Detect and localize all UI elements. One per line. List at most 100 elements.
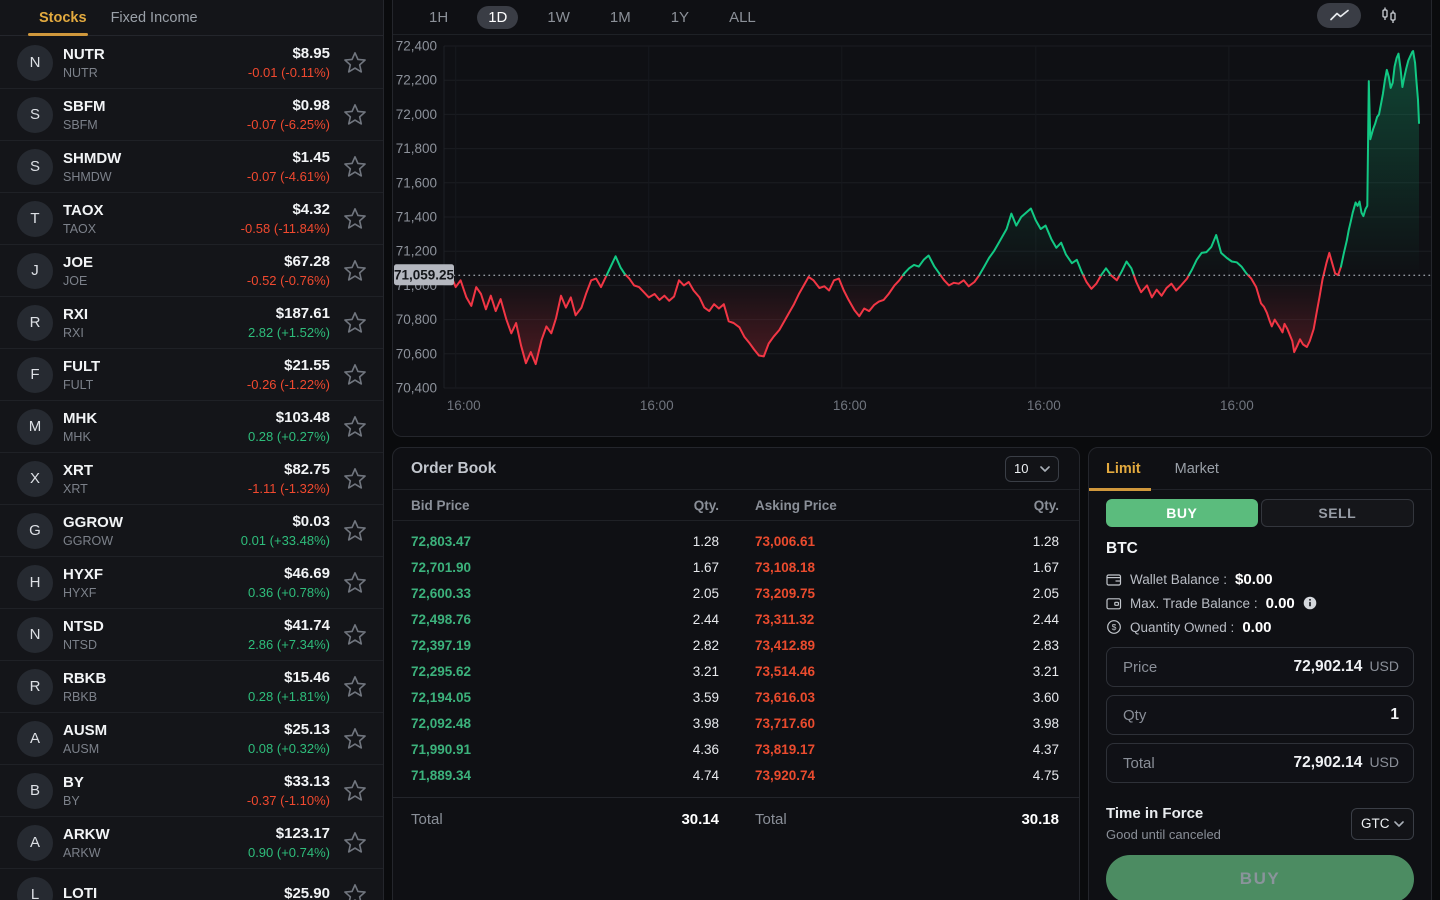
price-chart[interactable]: 72,400 72,200 72,000 71,800 71,600 71,400 71,2… [393, 36, 1432, 436]
balance-row: Wallet Balance : $0.00 [1106, 567, 1414, 591]
qty-field[interactable]: Qty 1 [1106, 695, 1414, 735]
total-field[interactable]: Total 72,902.14 USD [1106, 743, 1414, 783]
stock-row[interactable]: G GGROW GGROW $0.03 0.01 (+33.48%) [0, 505, 383, 557]
star-icon[interactable] [341, 569, 369, 597]
stock-symbol: ARKW [63, 825, 110, 843]
stock-row[interactable]: R RXI RXI $187.61 2.82 (+1.52%) [0, 297, 383, 349]
stock-row[interactable]: A ARKW ARKW $123.17 0.90 (+0.74%) [0, 817, 383, 869]
stock-price: $33.13 [284, 773, 330, 790]
star-icon[interactable] [341, 101, 369, 129]
svg-text:16:00: 16:00 [447, 398, 481, 413]
stock-row[interactable]: S SHMDW SHMDW $1.45 -0.07 (-4.61%) [0, 141, 383, 193]
bid-qty: 4.74 [692, 767, 719, 783]
stock-price: $1.45 [292, 149, 330, 166]
stock-name: BY [63, 793, 80, 808]
stock-change: -0.52 (-0.76%) [246, 273, 330, 288]
line-chart-icon[interactable] [1317, 2, 1361, 28]
stock-row[interactable]: J JOE JOE $67.28 -0.52 (-0.76%) [0, 245, 383, 297]
order-book-row[interactable]: 72,092.48 3.98 73,717.60 3.98 [393, 710, 1079, 736]
star-icon[interactable] [341, 257, 369, 285]
stock-change: -0.37 (-1.10%) [246, 793, 330, 808]
bid-price: 72,498.76 [411, 611, 472, 627]
star-icon[interactable] [341, 725, 369, 753]
range-button-1d[interactable]: 1D [477, 5, 519, 29]
stock-avatar: A [17, 824, 53, 861]
stock-row[interactable]: N NTSD NTSD $41.74 2.86 (+7.34%) [0, 609, 383, 661]
stock-row[interactable]: X XRT XRT $82.75 -1.11 (-1.32%) [0, 453, 383, 505]
bid-total-label: Total [411, 811, 443, 828]
stock-row[interactable]: B BY BY $33.13 -0.37 (-1.10%) [0, 765, 383, 817]
range-button-1w[interactable]: 1W [547, 8, 570, 26]
depth-select[interactable]: 10 [1005, 455, 1059, 482]
bid-qty: 3.98 [692, 715, 719, 731]
range-button-1m[interactable]: 1M [609, 8, 631, 26]
info-icon[interactable] [1303, 596, 1317, 610]
submit-buy-button[interactable]: BUY [1106, 855, 1414, 900]
stock-row[interactable]: F FULT FULT $21.55 -0.26 (-1.22%) [0, 349, 383, 401]
range-button-all[interactable]: ALL [729, 8, 756, 26]
tab-fixed-income[interactable]: Fixed Income [110, 9, 198, 26]
star-icon[interactable] [341, 361, 369, 389]
stock-avatar: H [17, 564, 53, 601]
stock-name: AUSM [63, 741, 100, 756]
stock-row[interactable]: R RBKB RBKB $15.46 0.28 (+1.81%) [0, 661, 383, 713]
balance-row: Max. Trade Balance : 0.00 [1106, 591, 1414, 615]
svg-text:70,400: 70,400 [396, 381, 437, 396]
balance-list: Wallet Balance : $0.00 Max. Trade Balance … [1106, 567, 1414, 639]
stock-row[interactable]: T TAOX TAOX $4.32 -0.58 (-11.84%) [0, 193, 383, 245]
stock-row[interactable]: H HYXF HYXF $46.69 0.36 (+0.78%) [0, 557, 383, 609]
tab-market[interactable]: Market [1174, 460, 1219, 477]
star-icon[interactable] [341, 777, 369, 805]
tab-stocks[interactable]: Stocks [39, 9, 87, 26]
stock-price: $15.46 [284, 669, 330, 686]
stock-row[interactable]: M MHK MHK $103.48 0.28 (+0.27%) [0, 401, 383, 453]
chevron-down-icon [1394, 820, 1404, 827]
sell-toggle-button[interactable]: SELL [1260, 499, 1414, 527]
star-icon[interactable] [341, 153, 369, 181]
price-field[interactable]: Price 72,902.14 USD [1106, 647, 1414, 687]
tab-limit[interactable]: Limit [1106, 460, 1141, 477]
star-icon[interactable] [341, 517, 369, 545]
ask-qty: 2.05 [1032, 585, 1059, 601]
stock-change: 0.01 (+33.48%) [240, 533, 330, 548]
star-icon[interactable] [341, 881, 369, 900]
order-book-row[interactable]: 72,397.19 2.82 73,412.89 2.83 [393, 632, 1079, 658]
stock-symbol: FULT [63, 357, 101, 375]
order-book-row[interactable]: 71,990.91 4.36 73,819.17 4.37 [393, 736, 1079, 762]
star-icon[interactable] [341, 621, 369, 649]
stock-change: 0.90 (+0.74%) [247, 845, 330, 860]
ask-price: 73,717.60 [755, 715, 816, 731]
stock-price: $46.69 [284, 565, 330, 582]
order-book-row[interactable]: 72,803.47 1.28 73,006.61 1.28 [393, 528, 1079, 554]
star-icon[interactable] [341, 673, 369, 701]
stock-symbol: SBFM [63, 97, 106, 115]
star-icon[interactable] [341, 465, 369, 493]
order-book-row[interactable]: 72,498.76 2.44 73,311.32 2.44 [393, 606, 1079, 632]
stock-row[interactable]: A AUSM AUSM $25.13 0.08 (+0.32%) [0, 713, 383, 765]
range-button-1y[interactable]: 1Y [670, 8, 690, 26]
stock-row[interactable]: L LOTI $25.90 [0, 869, 383, 900]
stock-change: 0.28 (+1.81%) [247, 689, 330, 704]
price-value: 72,902.14 [1293, 658, 1363, 675]
order-book-rows: 72,803.47 1.28 73,006.61 1.28 72,701.90 1.67 7… [393, 521, 1079, 788]
stock-avatar: G [17, 512, 53, 549]
star-icon[interactable] [341, 413, 369, 441]
order-book-row[interactable]: 72,701.90 1.67 73,108.18 1.67 [393, 554, 1079, 580]
buy-toggle-button[interactable]: BUY [1106, 499, 1258, 527]
order-book-row[interactable]: 72,600.33 2.05 73,209.75 2.05 [393, 580, 1079, 606]
time-in-force-select[interactable]: GTC [1351, 807, 1414, 840]
stock-row[interactable]: S SBFM SBFM $0.98 -0.07 (-6.25%) [0, 89, 383, 141]
star-icon[interactable] [341, 309, 369, 337]
order-book-row[interactable]: 72,194.05 3.59 73,616.03 3.60 [393, 684, 1079, 710]
balance-row: $ Quantity Owned : 0.00 [1106, 615, 1414, 639]
range-button-1h[interactable]: 1H [429, 8, 449, 26]
ask-price: 73,616.03 [755, 689, 816, 705]
stock-row[interactable]: N NUTR NUTR $8.95 -0.01 (-0.11%) [0, 37, 383, 89]
star-icon[interactable] [341, 49, 369, 77]
candlestick-icon[interactable] [1381, 7, 1397, 24]
order-book-row[interactable]: 71,889.34 4.74 73,920.74 4.75 [393, 762, 1079, 788]
star-icon[interactable] [341, 205, 369, 233]
stock-price: $82.75 [284, 461, 330, 478]
order-book-row[interactable]: 72,295.62 3.21 73,514.46 3.21 [393, 658, 1079, 684]
star-icon[interactable] [341, 829, 369, 857]
